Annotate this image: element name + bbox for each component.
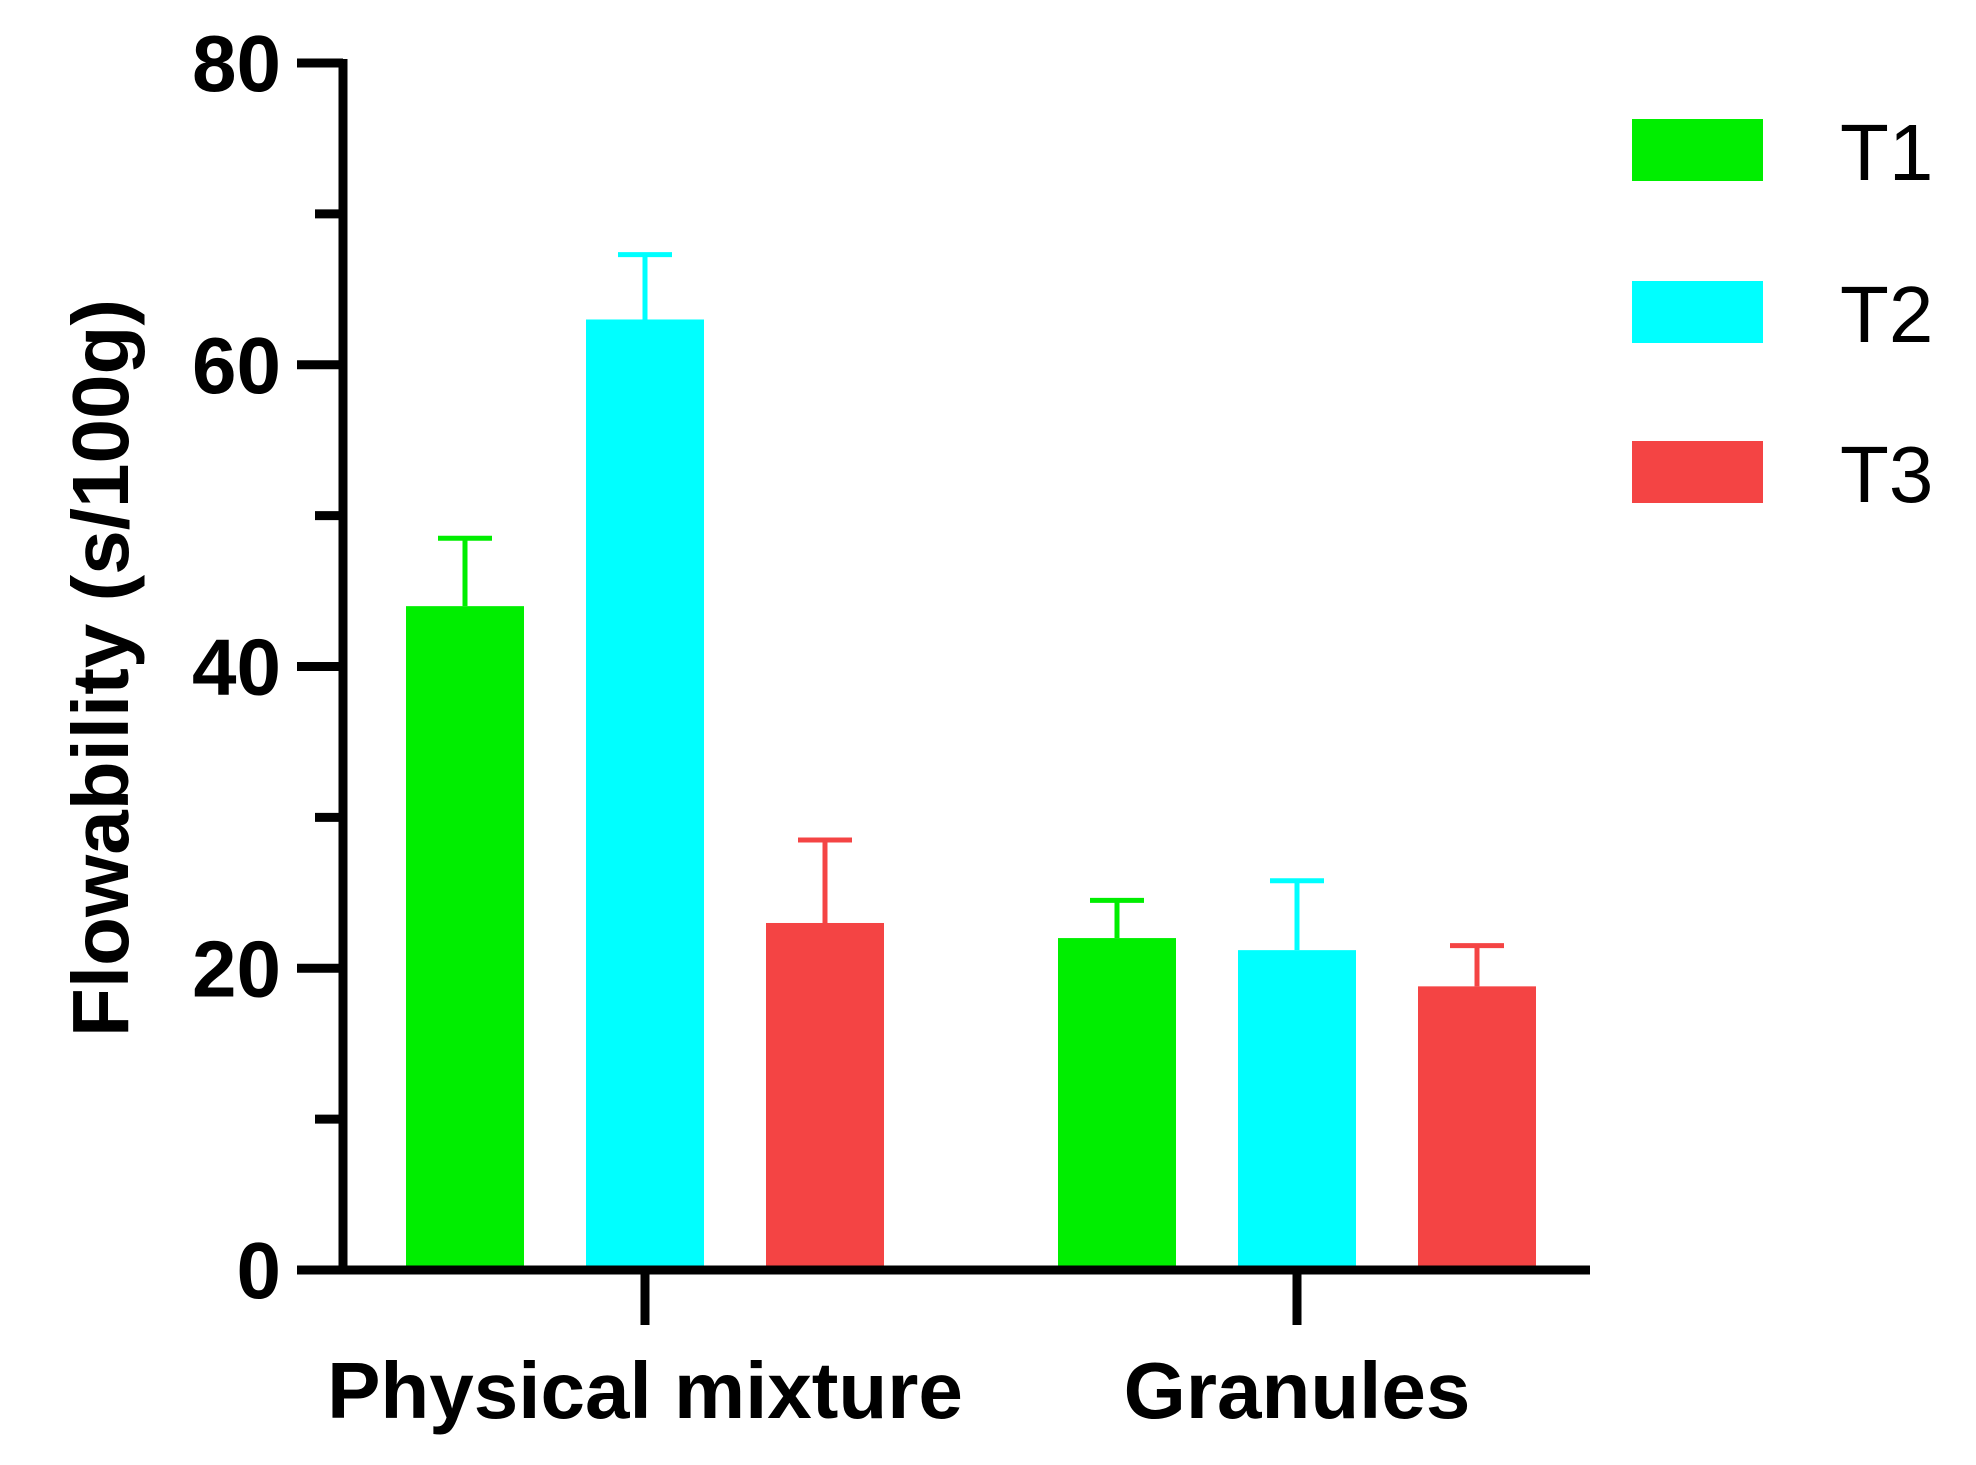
y-tick-label: 40 [192, 623, 281, 712]
bar-t3-granules [1418, 986, 1536, 1270]
y-tick-label: 20 [192, 924, 281, 1013]
bar-t2-granules [1238, 950, 1356, 1270]
legend-label-t2: T2 [1840, 270, 1933, 359]
bar-t2-physical-mixture [586, 319, 704, 1270]
y-tick-label: 80 [192, 19, 281, 108]
bar-t1-granules [1058, 938, 1176, 1270]
bar-t3-physical-mixture [766, 922, 884, 1270]
legend-label-t3: T3 [1840, 430, 1933, 519]
y-tick-label: 0 [237, 1226, 282, 1315]
x-category-label: Physical mixture [327, 1346, 963, 1435]
legend-swatch-t3 [1632, 441, 1763, 503]
legend-label-t1: T1 [1840, 108, 1933, 197]
legend-swatch-t1 [1632, 119, 1763, 181]
legend-swatch-t2 [1632, 281, 1763, 343]
y-axis-title: Flowability (s/100g) [56, 299, 145, 1037]
bar-t1-physical-mixture [406, 606, 524, 1270]
y-tick-label: 60 [192, 321, 281, 410]
x-category-label: Granules [1124, 1346, 1471, 1435]
